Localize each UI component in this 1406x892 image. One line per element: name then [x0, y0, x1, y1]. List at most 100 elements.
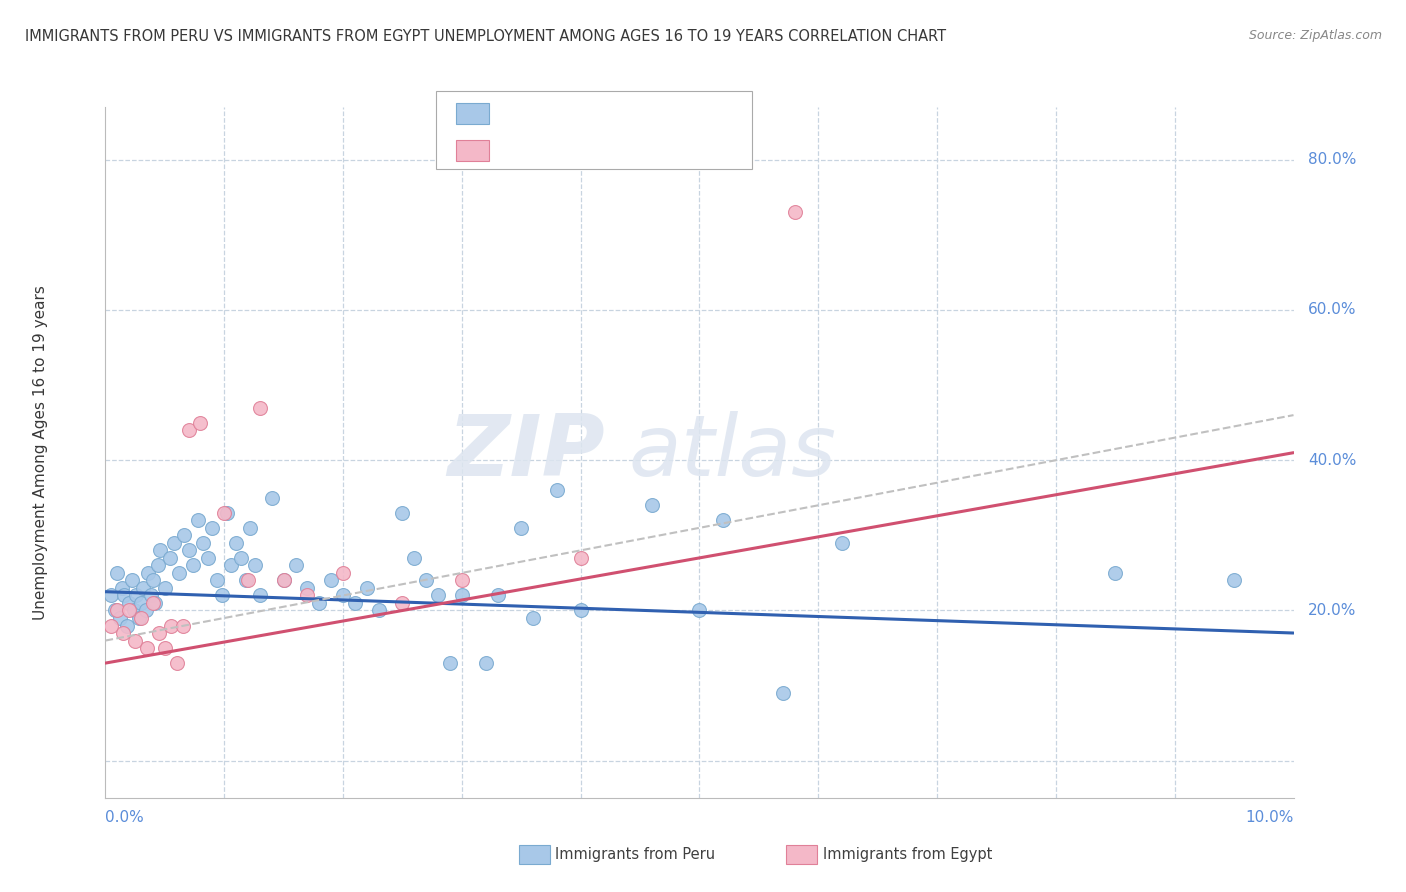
Point	[142, 596, 165, 610]
Point	[297, 581, 319, 595]
Text: 80.0%: 80.0%	[1308, 153, 1357, 167]
Point	[132, 581, 155, 595]
Point	[136, 641, 159, 656]
Point	[177, 543, 200, 558]
Point	[167, 566, 190, 580]
Text: -0.093: -0.093	[541, 106, 589, 120]
Point	[404, 550, 426, 565]
Point	[190, 416, 212, 430]
Point	[163, 536, 186, 550]
Point	[177, 423, 200, 437]
Point	[391, 506, 413, 520]
Point	[139, 589, 162, 603]
Point	[187, 513, 209, 527]
Point	[166, 656, 188, 670]
Point	[522, 611, 544, 625]
Point	[153, 641, 176, 656]
Point	[297, 589, 319, 603]
Point	[569, 550, 592, 565]
Text: Immigrants from Peru: Immigrants from Peru	[555, 847, 716, 862]
Point	[343, 596, 366, 610]
Point	[391, 596, 413, 610]
Point	[159, 618, 181, 632]
Point	[118, 603, 141, 617]
Point	[332, 589, 354, 603]
Point	[415, 574, 437, 588]
Text: Immigrants from Egypt: Immigrants from Egypt	[823, 847, 991, 862]
Text: 0.0%: 0.0%	[105, 810, 145, 824]
Point	[235, 574, 257, 588]
Point	[427, 589, 450, 603]
Point	[367, 603, 389, 617]
Point	[172, 618, 194, 632]
Text: 0.385: 0.385	[541, 144, 583, 158]
Point	[129, 596, 152, 610]
Point	[783, 205, 806, 219]
Text: 60.0%: 60.0%	[1308, 302, 1357, 318]
Text: atlas: atlas	[628, 411, 837, 494]
Point	[321, 574, 343, 588]
Point	[205, 574, 228, 588]
Point	[191, 536, 214, 550]
Point	[1104, 566, 1126, 580]
Point	[221, 558, 243, 573]
Point	[104, 603, 127, 617]
Point	[125, 589, 148, 603]
Point	[129, 611, 152, 625]
Text: ZIP: ZIP	[447, 411, 605, 494]
Point	[183, 558, 205, 573]
Point	[284, 558, 307, 573]
Text: IMMIGRANTS FROM PERU VS IMMIGRANTS FROM EGYPT UNEMPLOYMENT AMONG AGES 16 TO 19 Y: IMMIGRANTS FROM PERU VS IMMIGRANTS FROM …	[25, 29, 946, 44]
Point	[214, 506, 236, 520]
Point	[260, 491, 283, 505]
Point	[510, 521, 533, 535]
Point	[142, 574, 165, 588]
Point	[112, 626, 135, 640]
Point	[111, 581, 134, 595]
Point	[148, 626, 170, 640]
Point	[450, 589, 472, 603]
Text: R =: R =	[499, 106, 530, 120]
Text: N =: N =	[626, 106, 658, 120]
Point	[173, 528, 195, 542]
Text: N =: N =	[626, 144, 658, 158]
Point	[114, 589, 136, 603]
Point	[128, 611, 150, 625]
Point	[149, 543, 172, 558]
Text: Unemployment Among Ages 16 to 19 years: Unemployment Among Ages 16 to 19 years	[32, 285, 48, 620]
Point	[332, 566, 354, 580]
Point	[143, 596, 166, 610]
Point	[215, 506, 238, 520]
Point	[772, 686, 794, 700]
Point	[569, 603, 592, 617]
Point	[711, 513, 734, 527]
Point	[308, 596, 330, 610]
Point	[115, 618, 138, 632]
Point	[641, 498, 664, 512]
Text: 25: 25	[665, 144, 683, 158]
Point	[159, 550, 181, 565]
Text: 40.0%: 40.0%	[1308, 453, 1357, 467]
Text: 10.0%: 10.0%	[1246, 810, 1294, 824]
Point	[197, 550, 219, 565]
Point	[239, 521, 262, 535]
Point	[450, 574, 472, 588]
Text: R =: R =	[499, 144, 530, 158]
Point	[439, 656, 461, 670]
Point	[108, 611, 131, 625]
Point	[831, 536, 853, 550]
Point	[153, 581, 176, 595]
Point	[225, 536, 247, 550]
Point	[100, 589, 122, 603]
Text: 71: 71	[665, 106, 683, 120]
Point	[121, 574, 143, 588]
Point	[201, 521, 224, 535]
Point	[136, 566, 159, 580]
Point	[249, 589, 271, 603]
Point	[105, 566, 128, 580]
Point	[273, 574, 295, 588]
Point	[689, 603, 711, 617]
Point	[474, 656, 496, 670]
Point	[356, 581, 378, 595]
Point	[211, 589, 233, 603]
